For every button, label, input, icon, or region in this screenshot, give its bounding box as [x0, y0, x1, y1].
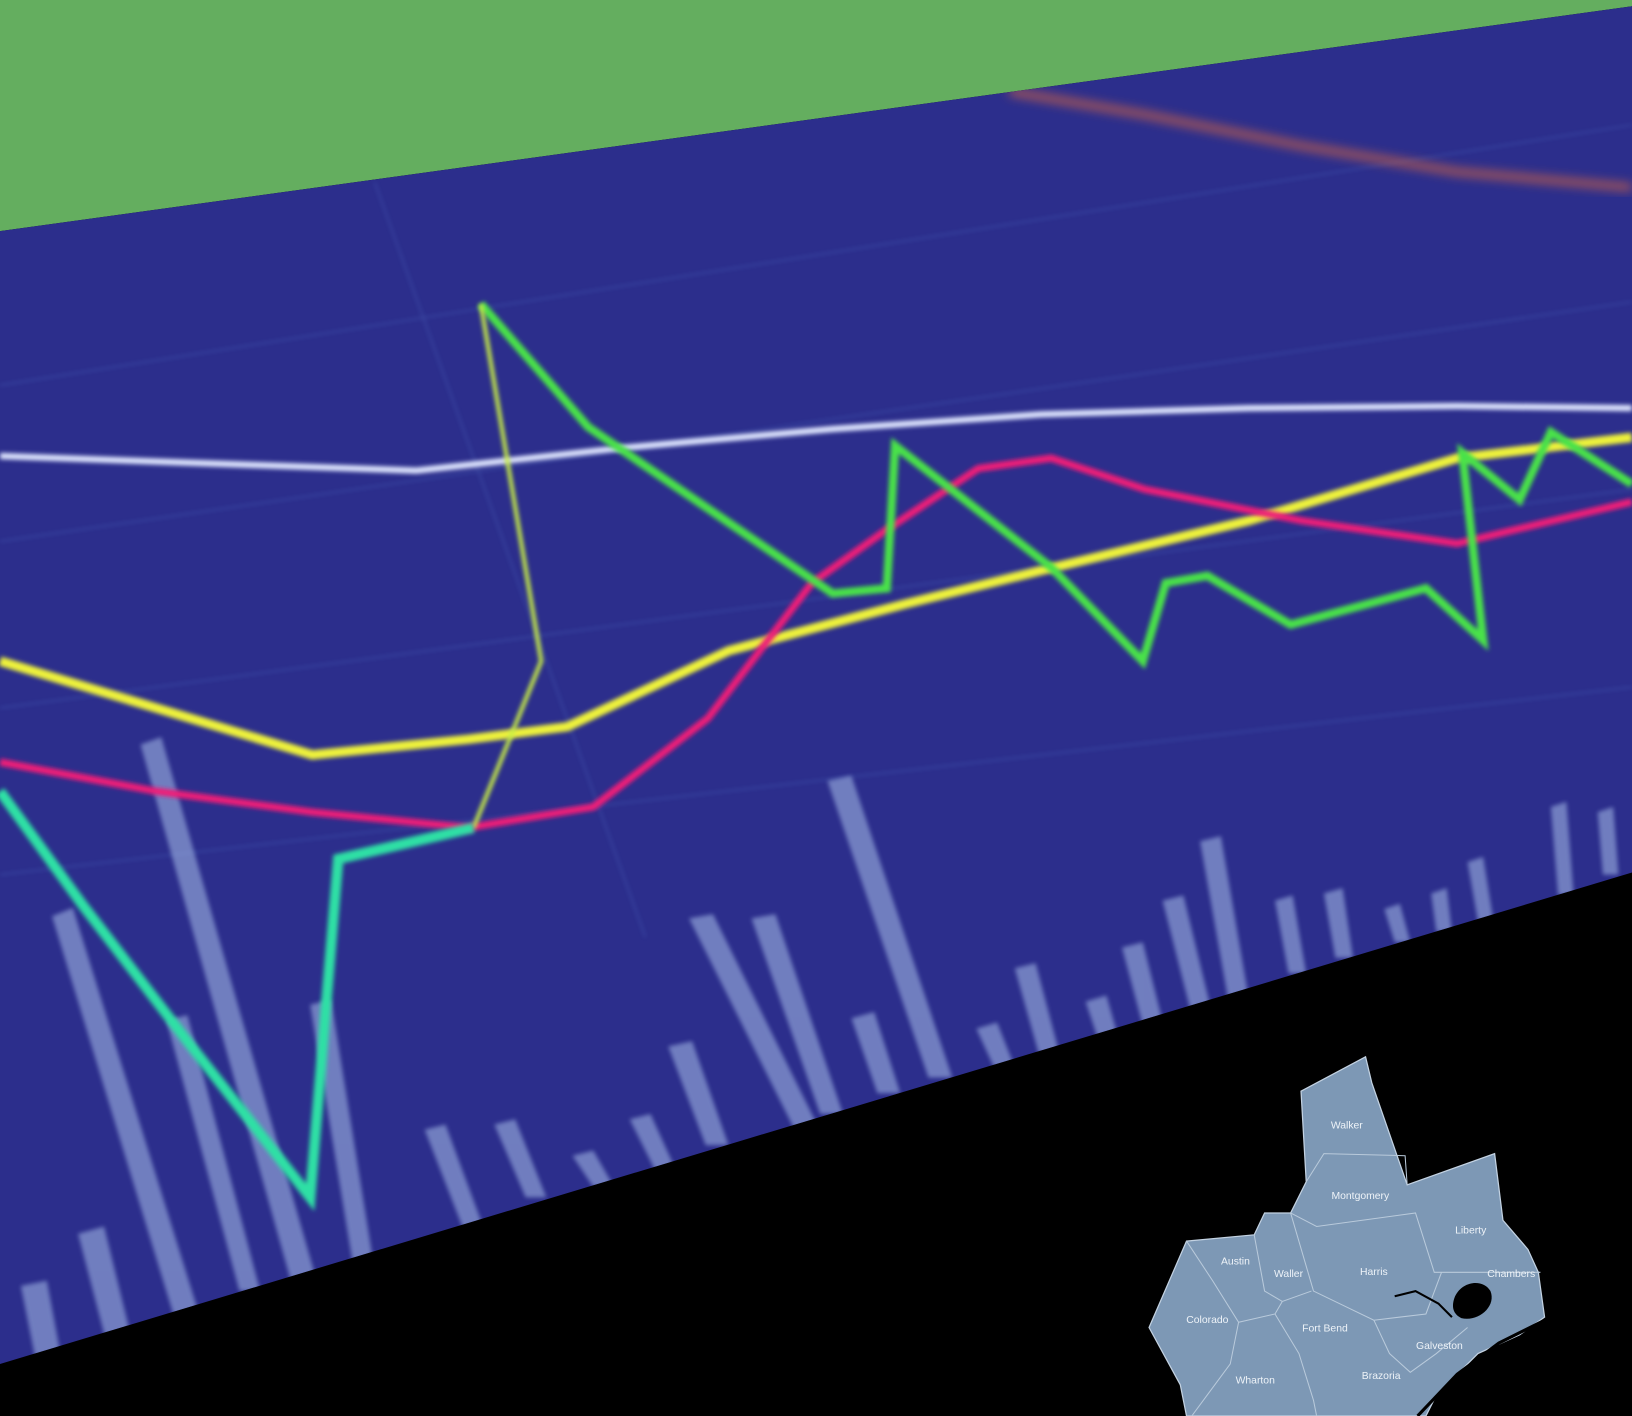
county-label: Waller: [1274, 1269, 1304, 1280]
county-label: Chambers: [1487, 1269, 1535, 1280]
county-labels: Walker Montgomery Liberty Austin Waller Harri…: [1186, 1120, 1535, 1386]
county-label: Walker: [1331, 1120, 1363, 1131]
county-label: Austin: [1221, 1257, 1250, 1268]
county-label: Montgomery: [1331, 1191, 1390, 1202]
county-map: [1148, 1055, 1546, 1416]
county-label: Harris: [1360, 1267, 1388, 1278]
county-label: Colorado: [1186, 1315, 1228, 1326]
chart-photo: [0, 6, 1632, 1364]
green-band: [0, 0, 1632, 232]
county-label: Wharton: [1236, 1375, 1275, 1386]
county-label: Galveston: [1416, 1341, 1463, 1352]
county-label: Liberty: [1455, 1225, 1487, 1236]
county-label: Brazoria: [1362, 1371, 1401, 1382]
photo-content: [0, 89, 1632, 1364]
county-label: Fort Bend: [1302, 1323, 1348, 1334]
